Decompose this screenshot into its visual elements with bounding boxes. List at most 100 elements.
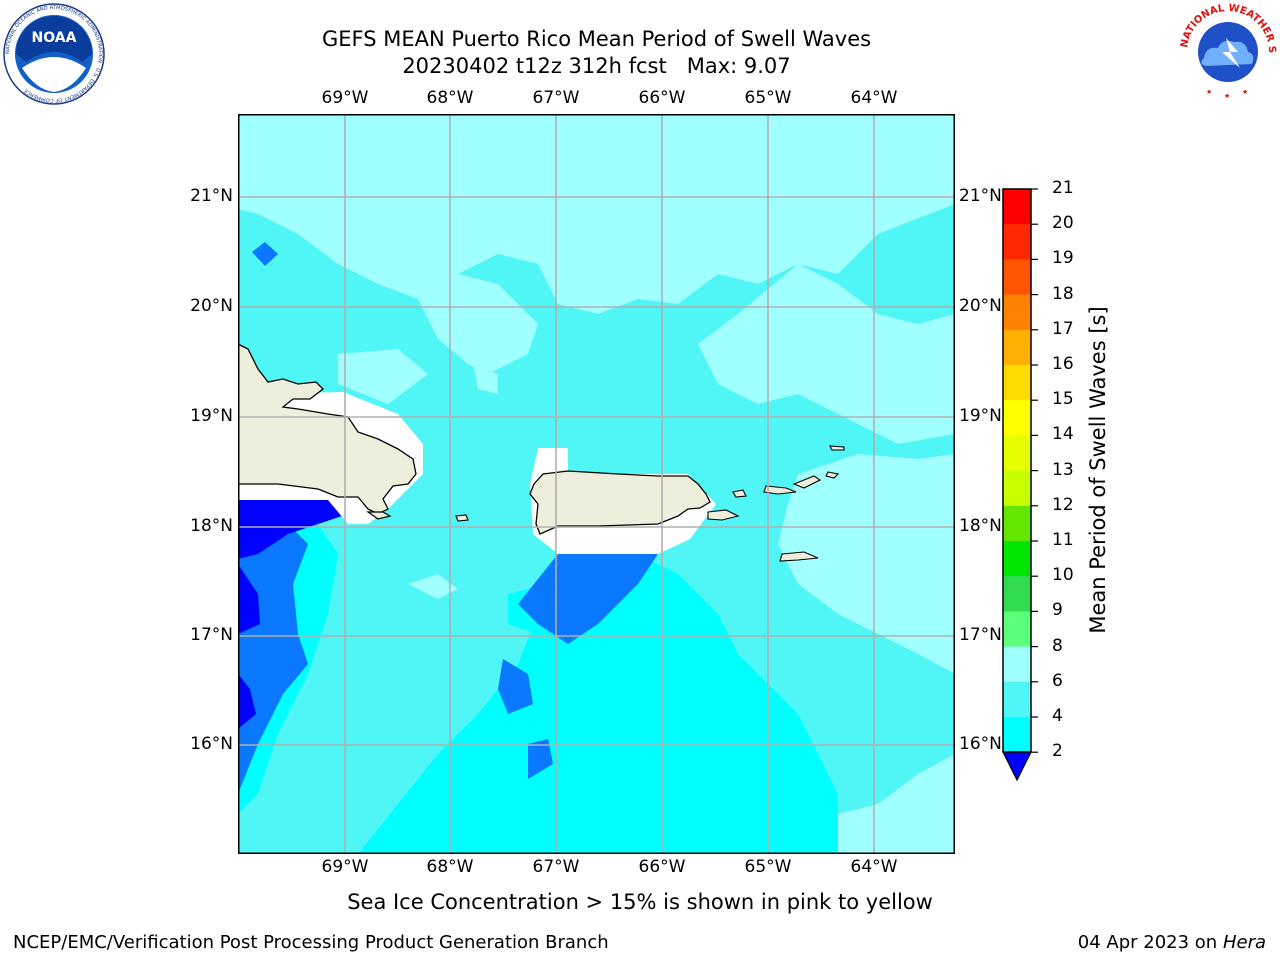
lon-label-bottom: 64°W	[850, 857, 898, 877]
colorbar-tick-label: 14	[1052, 424, 1074, 445]
colorbar-band	[1003, 576, 1031, 612]
lon-label-bottom: 68°W	[426, 857, 474, 877]
land-hispaniola-island	[366, 511, 392, 520]
lat-label-left: 20°N	[190, 296, 233, 316]
colorbar-band	[1003, 541, 1031, 577]
lat-label-right: 17°N	[959, 625, 1002, 645]
lat-label-right: 19°N	[959, 406, 1002, 426]
colorbar-label: Mean Period of Swell Waves [s]	[1086, 306, 1110, 634]
sea-ice-note: Sea Ice Concentration > 15% is shown in …	[347, 890, 933, 914]
colorbar-band	[1003, 189, 1031, 225]
field-6-8-e	[778, 454, 955, 674]
colorbar-band	[1003, 329, 1031, 366]
colorbar-tick-label: 15	[1052, 389, 1074, 410]
lon-label-top: 65°W	[744, 88, 792, 108]
colorbar-band	[1003, 259, 1031, 296]
colorbar-band	[1003, 646, 1031, 683]
field-under-2-sw	[238, 674, 256, 729]
colorbar-tick-label: 12	[1052, 494, 1074, 515]
lon-label-bottom: 65°W	[744, 857, 792, 877]
field-under-2-w	[238, 564, 260, 634]
lon-label-bottom: 67°W	[532, 857, 580, 877]
land-virgin-islands-4	[792, 475, 822, 489]
land-virgin-islands-5	[825, 471, 840, 479]
land-virgin-islands-1	[707, 509, 740, 521]
graticule	[238, 114, 955, 854]
colorbar-tick-label: 11	[1052, 530, 1074, 550]
colorbar-band	[1003, 224, 1031, 260]
lon-label-top: 66°W	[638, 88, 686, 108]
svg-text:★: ★	[1242, 88, 1248, 96]
colorbar-band	[1003, 681, 1031, 718]
field-6-8-sw	[408, 574, 458, 599]
lat-label-left: 21°N	[190, 186, 233, 206]
colorbar-tick-label: 8	[1052, 635, 1063, 656]
land-mona	[455, 514, 469, 522]
colorbar-tick-label: 6	[1052, 670, 1063, 691]
land-st-croix	[779, 551, 819, 562]
lat-label-left: 17°N	[190, 625, 233, 645]
land-puerto-rico	[529, 470, 711, 535]
colorbar	[1002, 188, 1038, 782]
lon-label-top: 64°W	[850, 88, 898, 108]
field-6-8-ne	[698, 264, 955, 444]
field-under-2	[238, 500, 348, 559]
colorbar-tick-label: 2	[1052, 741, 1063, 762]
colorbar-tick-label: 9	[1052, 600, 1063, 621]
lat-label-right: 16°N	[959, 734, 1002, 754]
lat-label-right: 18°N	[959, 516, 1002, 536]
land-anguilla	[829, 445, 845, 451]
lat-label-left: 16°N	[190, 734, 233, 754]
colorbar-band	[1003, 505, 1031, 542]
lat-label-left: 18°N	[190, 516, 233, 536]
colorbar-band	[1003, 470, 1031, 507]
colorbar-tick-label: 20	[1052, 213, 1074, 234]
footer-date-text: 04 Apr 2023 on	[1077, 932, 1223, 953]
land-hispaniola	[238, 343, 417, 515]
colorbar-tick-label: 4	[1052, 706, 1063, 726]
field-6-8-north	[238, 114, 955, 314]
field-0-2-southpr	[518, 554, 658, 644]
footer-date: 04 Apr 2023 on Hera	[1078, 932, 1266, 953]
colorbar-under-triangle	[1002, 751, 1032, 782]
chart-subtitle: 20230402 t12z 312h fcst Max: 9.07	[402, 54, 791, 78]
colorbar-band	[1003, 611, 1031, 648]
colorbar-band	[1003, 400, 1031, 436]
lon-label-bottom: 69°W	[321, 857, 369, 877]
colorbar-tick-label: 19	[1052, 248, 1074, 269]
nws-logo: NATIONAL WEATHER SERVICE ★ ★ ★	[1176, 2, 1277, 100]
field-0-2-blob1	[498, 659, 533, 714]
colorbar-tick-label: 21	[1052, 178, 1074, 198]
colorbar-tick-label: 13	[1052, 459, 1074, 480]
svg-text:★: ★	[1206, 88, 1212, 96]
colorbar-band	[1003, 435, 1031, 472]
land-virgin-islands-3	[763, 485, 797, 495]
colorbar-tick-label: 17	[1052, 318, 1074, 339]
svg-text:★: ★	[1224, 92, 1230, 100]
colorbar-tick-label: 10	[1052, 565, 1074, 586]
field-6-8-mid	[418, 274, 538, 374]
noaa-logo: NOAA NATIONAL OCEANIC AND ATMOSPHERIC AD…	[3, 3, 105, 105]
lat-label-right: 20°N	[959, 296, 1002, 316]
colorbar-band	[1003, 717, 1031, 753]
lon-label-top: 68°W	[426, 88, 474, 108]
lat-label-right: 21°N	[959, 186, 1002, 206]
field-0-2-blob2	[528, 739, 553, 779]
field-2-4-south	[358, 554, 838, 854]
colorbar-tick-label: 18	[1052, 283, 1074, 304]
swell-period-map	[238, 114, 955, 854]
lon-label-top: 67°W	[532, 88, 580, 108]
noaa-logo-text: NOAA	[32, 30, 77, 46]
lon-label-top: 69°W	[321, 88, 369, 108]
colorbar-band	[1003, 294, 1031, 331]
colorbar-tick-label: 16	[1052, 354, 1074, 374]
field-0-2-blob3	[252, 242, 278, 266]
land-virgin-islands-2	[732, 489, 747, 498]
lon-label-bottom: 66°W	[638, 857, 686, 877]
field-6-8-w	[338, 349, 428, 404]
field-6-8-c	[473, 364, 498, 394]
footer-credit: NCEP/EMC/Verification Post Processing Pr…	[13, 932, 609, 953]
footer-host: Hera	[1222, 932, 1266, 953]
lat-label-left: 19°N	[190, 406, 233, 426]
colorbar-band	[1003, 365, 1031, 401]
